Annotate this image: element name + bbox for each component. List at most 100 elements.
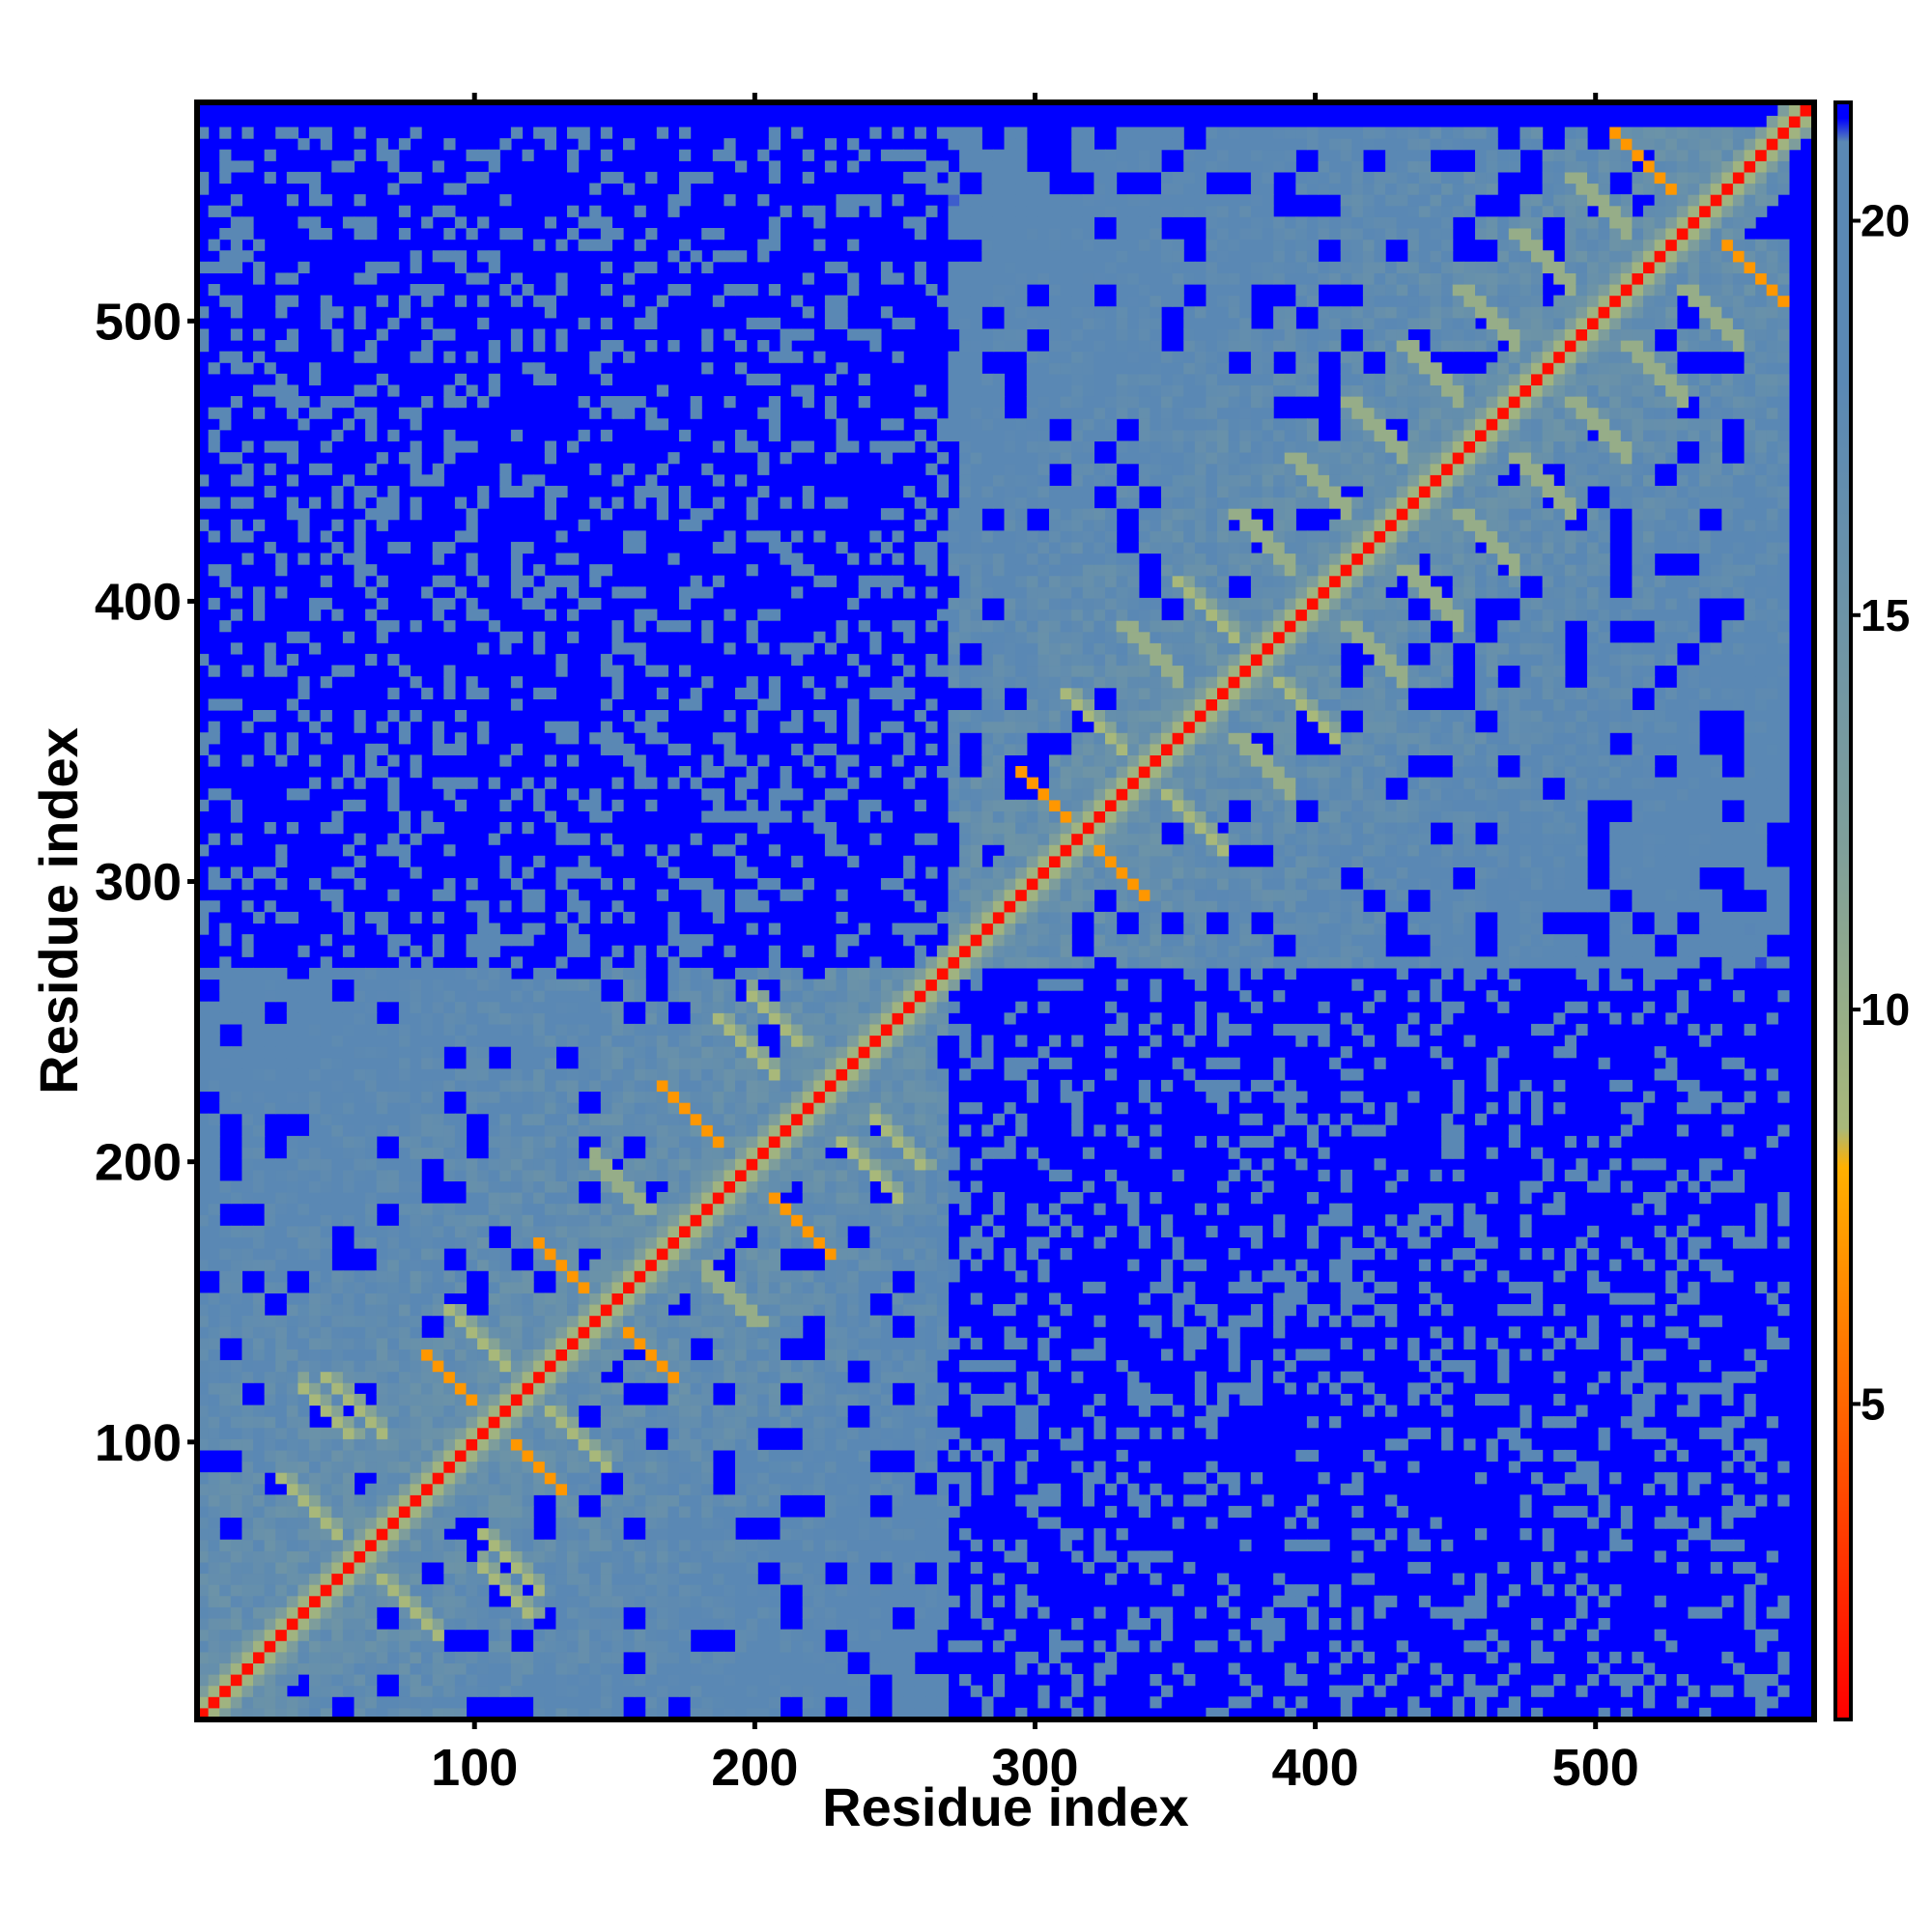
- heatmap-cell: [903, 171, 916, 185]
- heatmap-cell: [320, 1685, 332, 1697]
- heatmap-cell: [679, 1315, 692, 1327]
- heatmap-cell: [309, 1685, 322, 1697]
- heatmap-cell: [567, 1259, 580, 1271]
- heatmap-cell: [791, 1573, 804, 1585]
- heatmap-cell: [858, 1214, 870, 1227]
- heatmap-cell: [477, 1494, 490, 1507]
- heatmap-cell: [242, 1640, 254, 1653]
- heatmap-cell: [432, 553, 444, 565]
- heatmap-cell: [656, 1113, 668, 1125]
- heatmap-cell: [578, 1035, 590, 1047]
- heatmap-cell: [611, 743, 624, 755]
- heatmap-cell: [791, 1124, 804, 1137]
- heatmap-cell: [712, 1584, 724, 1597]
- heatmap-cell: [208, 1573, 220, 1585]
- heatmap-cell: [510, 1438, 524, 1451]
- heatmap-cell: [488, 1158, 500, 1171]
- heatmap-cell: [342, 1337, 355, 1350]
- heatmap-cell: [724, 1696, 736, 1709]
- heatmap-cell: [746, 1438, 758, 1451]
- heatmap-cell: [544, 1382, 556, 1395]
- heatmap-cell: [230, 328, 242, 341]
- heatmap-cell: [690, 1561, 702, 1575]
- heatmap-cell: [522, 1393, 534, 1406]
- heatmap-cell: [791, 1416, 804, 1429]
- heatmap-cell: [320, 1595, 332, 1607]
- heatmap-cell: [690, 1662, 702, 1675]
- heatmap-cell: [555, 1113, 568, 1125]
- heatmap-cell: [432, 1079, 444, 1093]
- heatmap-cell: [780, 1640, 792, 1653]
- heatmap-cell: [466, 1248, 478, 1261]
- heatmap-cell: [690, 1438, 702, 1451]
- heatmap-cell: [623, 1539, 636, 1551]
- heatmap-cell: [376, 1505, 388, 1519]
- heatmap-cell: [679, 1349, 692, 1361]
- heatmap-cell: [656, 1405, 668, 1417]
- heatmap-cell: [892, 1293, 904, 1305]
- heatmap-cell: [466, 676, 478, 689]
- heatmap-cell: [443, 1707, 456, 1719]
- heatmap-cell: [892, 1079, 904, 1093]
- heatmap-cell: [746, 1147, 758, 1159]
- heatmap-cell: [354, 1427, 366, 1439]
- heatmap-cell: [802, 810, 814, 823]
- heatmap-cell: [690, 1573, 702, 1585]
- heatmap-cell: [309, 1147, 322, 1159]
- heatmap-cell: [724, 1079, 736, 1093]
- heatmap-cell: [522, 1001, 534, 1013]
- heatmap-cell: [578, 900, 590, 913]
- heatmap-cell: [712, 732, 724, 745]
- heatmap-cell: [768, 1270, 781, 1283]
- heatmap-cell: [791, 1472, 804, 1485]
- heatmap-cell: [208, 1135, 220, 1149]
- heatmap-cell: [387, 1573, 400, 1585]
- heatmap-cell: [611, 396, 624, 409]
- heatmap-cell: [421, 1236, 434, 1249]
- heatmap-cell: [567, 1674, 580, 1687]
- heatmap-cell: [600, 1494, 612, 1507]
- heatmap-cell: [432, 1438, 444, 1451]
- heatmap-cell: [398, 1147, 412, 1159]
- heatmap-cell: [712, 1270, 724, 1283]
- heatmap-cell: [813, 1158, 826, 1171]
- heatmap-cell: [802, 1595, 814, 1607]
- heatmap-cell: [421, 1337, 434, 1350]
- heatmap-cell: [488, 979, 500, 991]
- heatmap-cell: [892, 1427, 904, 1439]
- heatmap-cell: [454, 1674, 468, 1687]
- heatmap-cell: [611, 1315, 624, 1327]
- heatmap-cell: [499, 1494, 512, 1507]
- heatmap-cell: [712, 1595, 724, 1607]
- heatmap-cell: [847, 1304, 860, 1317]
- heatmap-cell: [903, 631, 916, 643]
- heatmap-cell: [656, 1629, 668, 1641]
- heatmap-cell: [824, 1472, 838, 1485]
- heatmap-cell: [242, 1293, 254, 1305]
- heatmap-cell: [645, 1539, 658, 1551]
- heatmap-cell: [611, 1304, 624, 1317]
- heatmap-cell: [712, 1192, 724, 1205]
- heatmap-cell: [533, 1169, 546, 1181]
- heatmap-cell: [768, 1068, 781, 1081]
- heatmap-cell: [858, 1035, 870, 1047]
- heatmap-cell: [858, 1147, 870, 1159]
- heatmap-cell: [555, 485, 568, 498]
- heatmap-cell: [791, 1079, 804, 1093]
- heatmap-cell: [634, 1113, 646, 1125]
- heatmap-cell: [578, 911, 590, 924]
- heatmap-cell: [645, 1449, 658, 1463]
- heatmap-cell: [208, 1337, 220, 1350]
- heatmap-cell: [836, 631, 848, 643]
- heatmap-cell: [443, 1270, 456, 1283]
- heatmap-cell: [410, 1169, 422, 1181]
- heatmap-cell: [600, 1449, 612, 1463]
- heatmap-cell: [499, 1203, 512, 1215]
- heatmap-cell: [735, 1360, 748, 1373]
- heatmap-cell: [208, 1494, 220, 1507]
- heatmap-cell: [230, 306, 242, 319]
- heatmap-cell: [197, 1035, 210, 1047]
- heatmap-cell: [499, 822, 512, 835]
- heatmap-cell: [634, 1505, 646, 1519]
- heatmap-cell: [197, 1539, 210, 1551]
